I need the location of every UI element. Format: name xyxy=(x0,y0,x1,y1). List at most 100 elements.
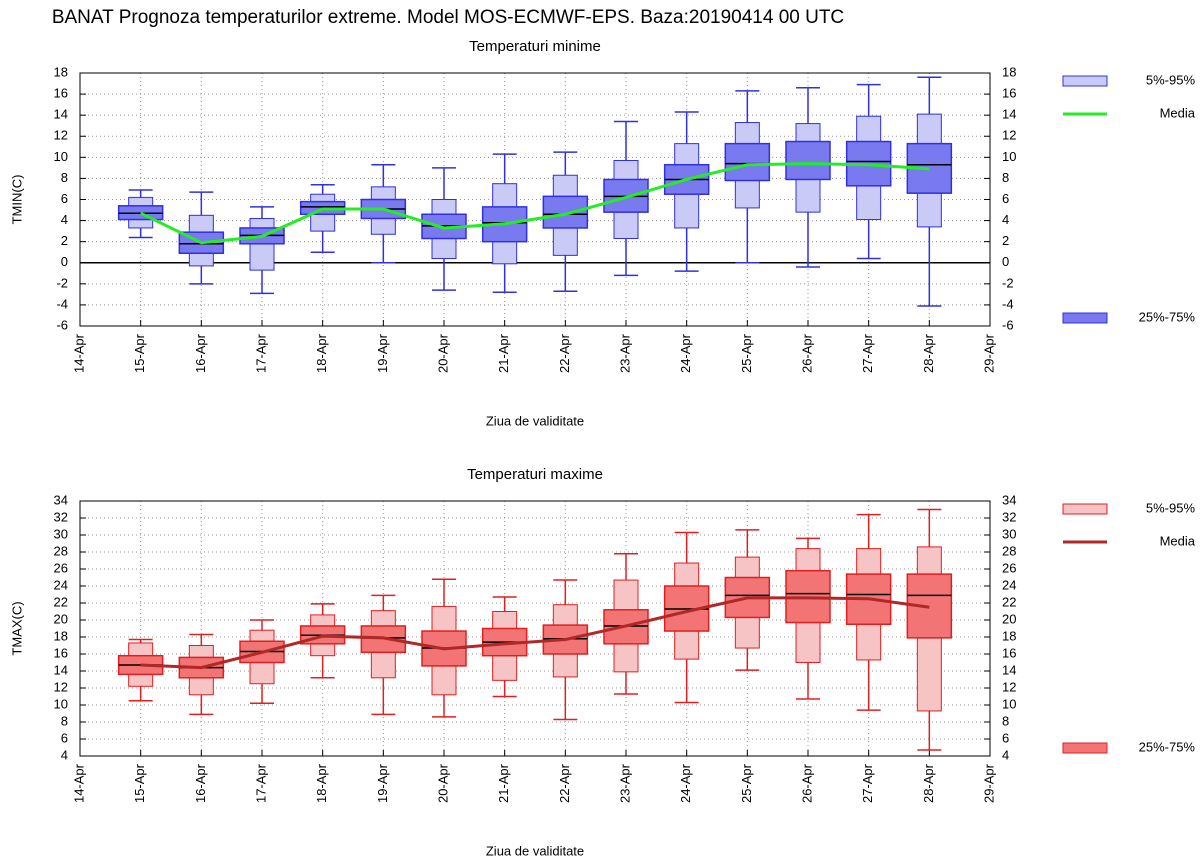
y-tick-label: 6 xyxy=(61,191,68,206)
x-tick-label: 25-Apr xyxy=(739,333,754,373)
y-axis-label: TMAX(C) xyxy=(9,601,24,655)
y-tick-label-right: 32 xyxy=(1002,509,1016,524)
y-tick-label: 4 xyxy=(61,212,68,227)
y-tick-label-right: 12 xyxy=(1002,679,1016,694)
box-25-75 xyxy=(724,142,771,182)
y-tick-label: 34 xyxy=(54,492,68,507)
y-tick-label: 4 xyxy=(61,747,68,762)
y-tick-label-right: 4 xyxy=(1002,747,1009,762)
legend-swatch xyxy=(1062,75,1108,87)
x-tick-label: 21-Apr xyxy=(496,333,511,373)
plot-frame xyxy=(79,500,991,757)
y-axis-label: TMIN(C) xyxy=(9,175,24,225)
x-tick-label: 21-Apr xyxy=(496,763,511,803)
legend-label: 5%-95% xyxy=(1146,72,1196,87)
box-25-75 xyxy=(785,140,831,181)
y-tick-label: 14 xyxy=(54,662,68,677)
x-tick-label: 14-Apr xyxy=(71,333,86,373)
y-tick-label-right: 34 xyxy=(1002,492,1016,507)
y-tick-label: -4 xyxy=(56,296,68,311)
x-tick-label: 19-Apr xyxy=(375,333,390,373)
x-tick-label: 29-Apr xyxy=(981,763,996,803)
y-tick-label: -6 xyxy=(56,317,68,332)
x-tick-label: 20-Apr xyxy=(435,333,450,373)
legend-label: Media xyxy=(1160,105,1196,120)
x-tick-label: 16-Apr xyxy=(193,333,208,373)
chart-title: Temperaturi maxime xyxy=(467,466,603,483)
y-tick-label-right: 8 xyxy=(1002,713,1009,728)
x-tick-label: 23-Apr xyxy=(617,763,632,803)
y-tick-label: 16 xyxy=(54,86,68,101)
chart-title: Temperaturi minime xyxy=(469,38,601,55)
y-tick-label: 26 xyxy=(54,560,68,575)
plot-frame xyxy=(79,72,991,327)
x-tick-label: 26-Apr xyxy=(799,763,814,803)
y-tick-label-right: 2 xyxy=(1002,233,1009,248)
x-tick-label: 17-Apr xyxy=(253,763,268,803)
y-tick-label: -2 xyxy=(56,275,68,290)
x-axis-label: Ziua de validitate xyxy=(486,843,584,858)
y-tick-label: 0 xyxy=(61,254,68,269)
suptitle: BANAT Prognoza temperaturilor extreme. M… xyxy=(52,7,844,28)
y-tick-label-right: 14 xyxy=(1002,662,1016,677)
legend-label: Media xyxy=(1160,533,1196,548)
y-tick-label-right: 18 xyxy=(1002,628,1016,643)
y-tick-label-right: 24 xyxy=(1002,577,1016,592)
y-tick-label: 18 xyxy=(54,64,68,79)
y-tick-label-right: 10 xyxy=(1002,696,1016,711)
legend-swatch xyxy=(1062,742,1108,754)
y-tick-label: 24 xyxy=(54,577,68,592)
x-tick-label: 26-Apr xyxy=(799,333,814,373)
x-tick-label: 17-Apr xyxy=(253,333,268,373)
legend-swatch xyxy=(1062,503,1108,515)
y-tick-label-right: 6 xyxy=(1002,191,1009,206)
x-tick-label: 23-Apr xyxy=(617,333,632,373)
box-25-75 xyxy=(603,609,649,645)
y-tick-label-right: 28 xyxy=(1002,543,1016,558)
x-tick-label: 25-Apr xyxy=(739,763,754,803)
x-tick-label: 27-Apr xyxy=(860,333,875,373)
mean-line xyxy=(140,162,930,245)
legend-label: 25%-75% xyxy=(1139,309,1196,324)
y-tick-label-right: -6 xyxy=(1002,317,1014,332)
x-tick-label: 14-Apr xyxy=(71,763,86,803)
x-tick-label: 15-Apr xyxy=(132,333,147,373)
x-tick-label: 20-Apr xyxy=(435,763,450,803)
x-tick-label: 18-Apr xyxy=(314,333,329,373)
y-tick-label-right: 22 xyxy=(1002,594,1016,609)
y-tick-label-right: 18 xyxy=(1002,64,1016,79)
x-tick-label: 22-Apr xyxy=(557,763,572,803)
y-tick-label: 10 xyxy=(54,696,68,711)
y-tick-label: 14 xyxy=(54,107,68,122)
y-tick-label: 30 xyxy=(54,526,68,541)
y-tick-label-right: 0 xyxy=(1002,254,1009,269)
y-tick-label-right: 10 xyxy=(1002,149,1016,164)
y-tick-label: 32 xyxy=(54,509,68,524)
y-tick-label: 12 xyxy=(54,128,68,143)
y-tick-label: 10 xyxy=(54,149,68,164)
y-tick-label-right: 12 xyxy=(1002,128,1016,143)
x-tick-label: 15-Apr xyxy=(132,763,147,803)
x-tick-label: 29-Apr xyxy=(981,333,996,373)
y-tick-label-right: 20 xyxy=(1002,611,1016,626)
y-tick-label: 18 xyxy=(54,628,68,643)
y-tick-label-right: 14 xyxy=(1002,107,1016,122)
y-tick-label: 12 xyxy=(54,679,68,694)
y-tick-label-right: 26 xyxy=(1002,560,1016,575)
x-tick-label: 24-Apr xyxy=(678,333,693,373)
y-tick-label-right: 30 xyxy=(1002,526,1016,541)
x-tick-label: 28-Apr xyxy=(921,763,936,803)
y-tick-label: 20 xyxy=(54,611,68,626)
y-tick-label: 16 xyxy=(54,645,68,660)
x-axis-label: Ziua de validitate xyxy=(486,413,584,428)
y-tick-label-right: 16 xyxy=(1002,645,1016,660)
y-tick-label-right: 6 xyxy=(1002,730,1009,745)
y-tick-label: 22 xyxy=(54,594,68,609)
y-tick-label-right: -4 xyxy=(1002,296,1014,311)
y-tick-label: 8 xyxy=(61,713,68,728)
y-tick-label-right: 16 xyxy=(1002,86,1016,101)
legend-swatch xyxy=(1062,312,1108,324)
x-tick-label: 24-Apr xyxy=(678,763,693,803)
mean-line xyxy=(140,596,930,670)
